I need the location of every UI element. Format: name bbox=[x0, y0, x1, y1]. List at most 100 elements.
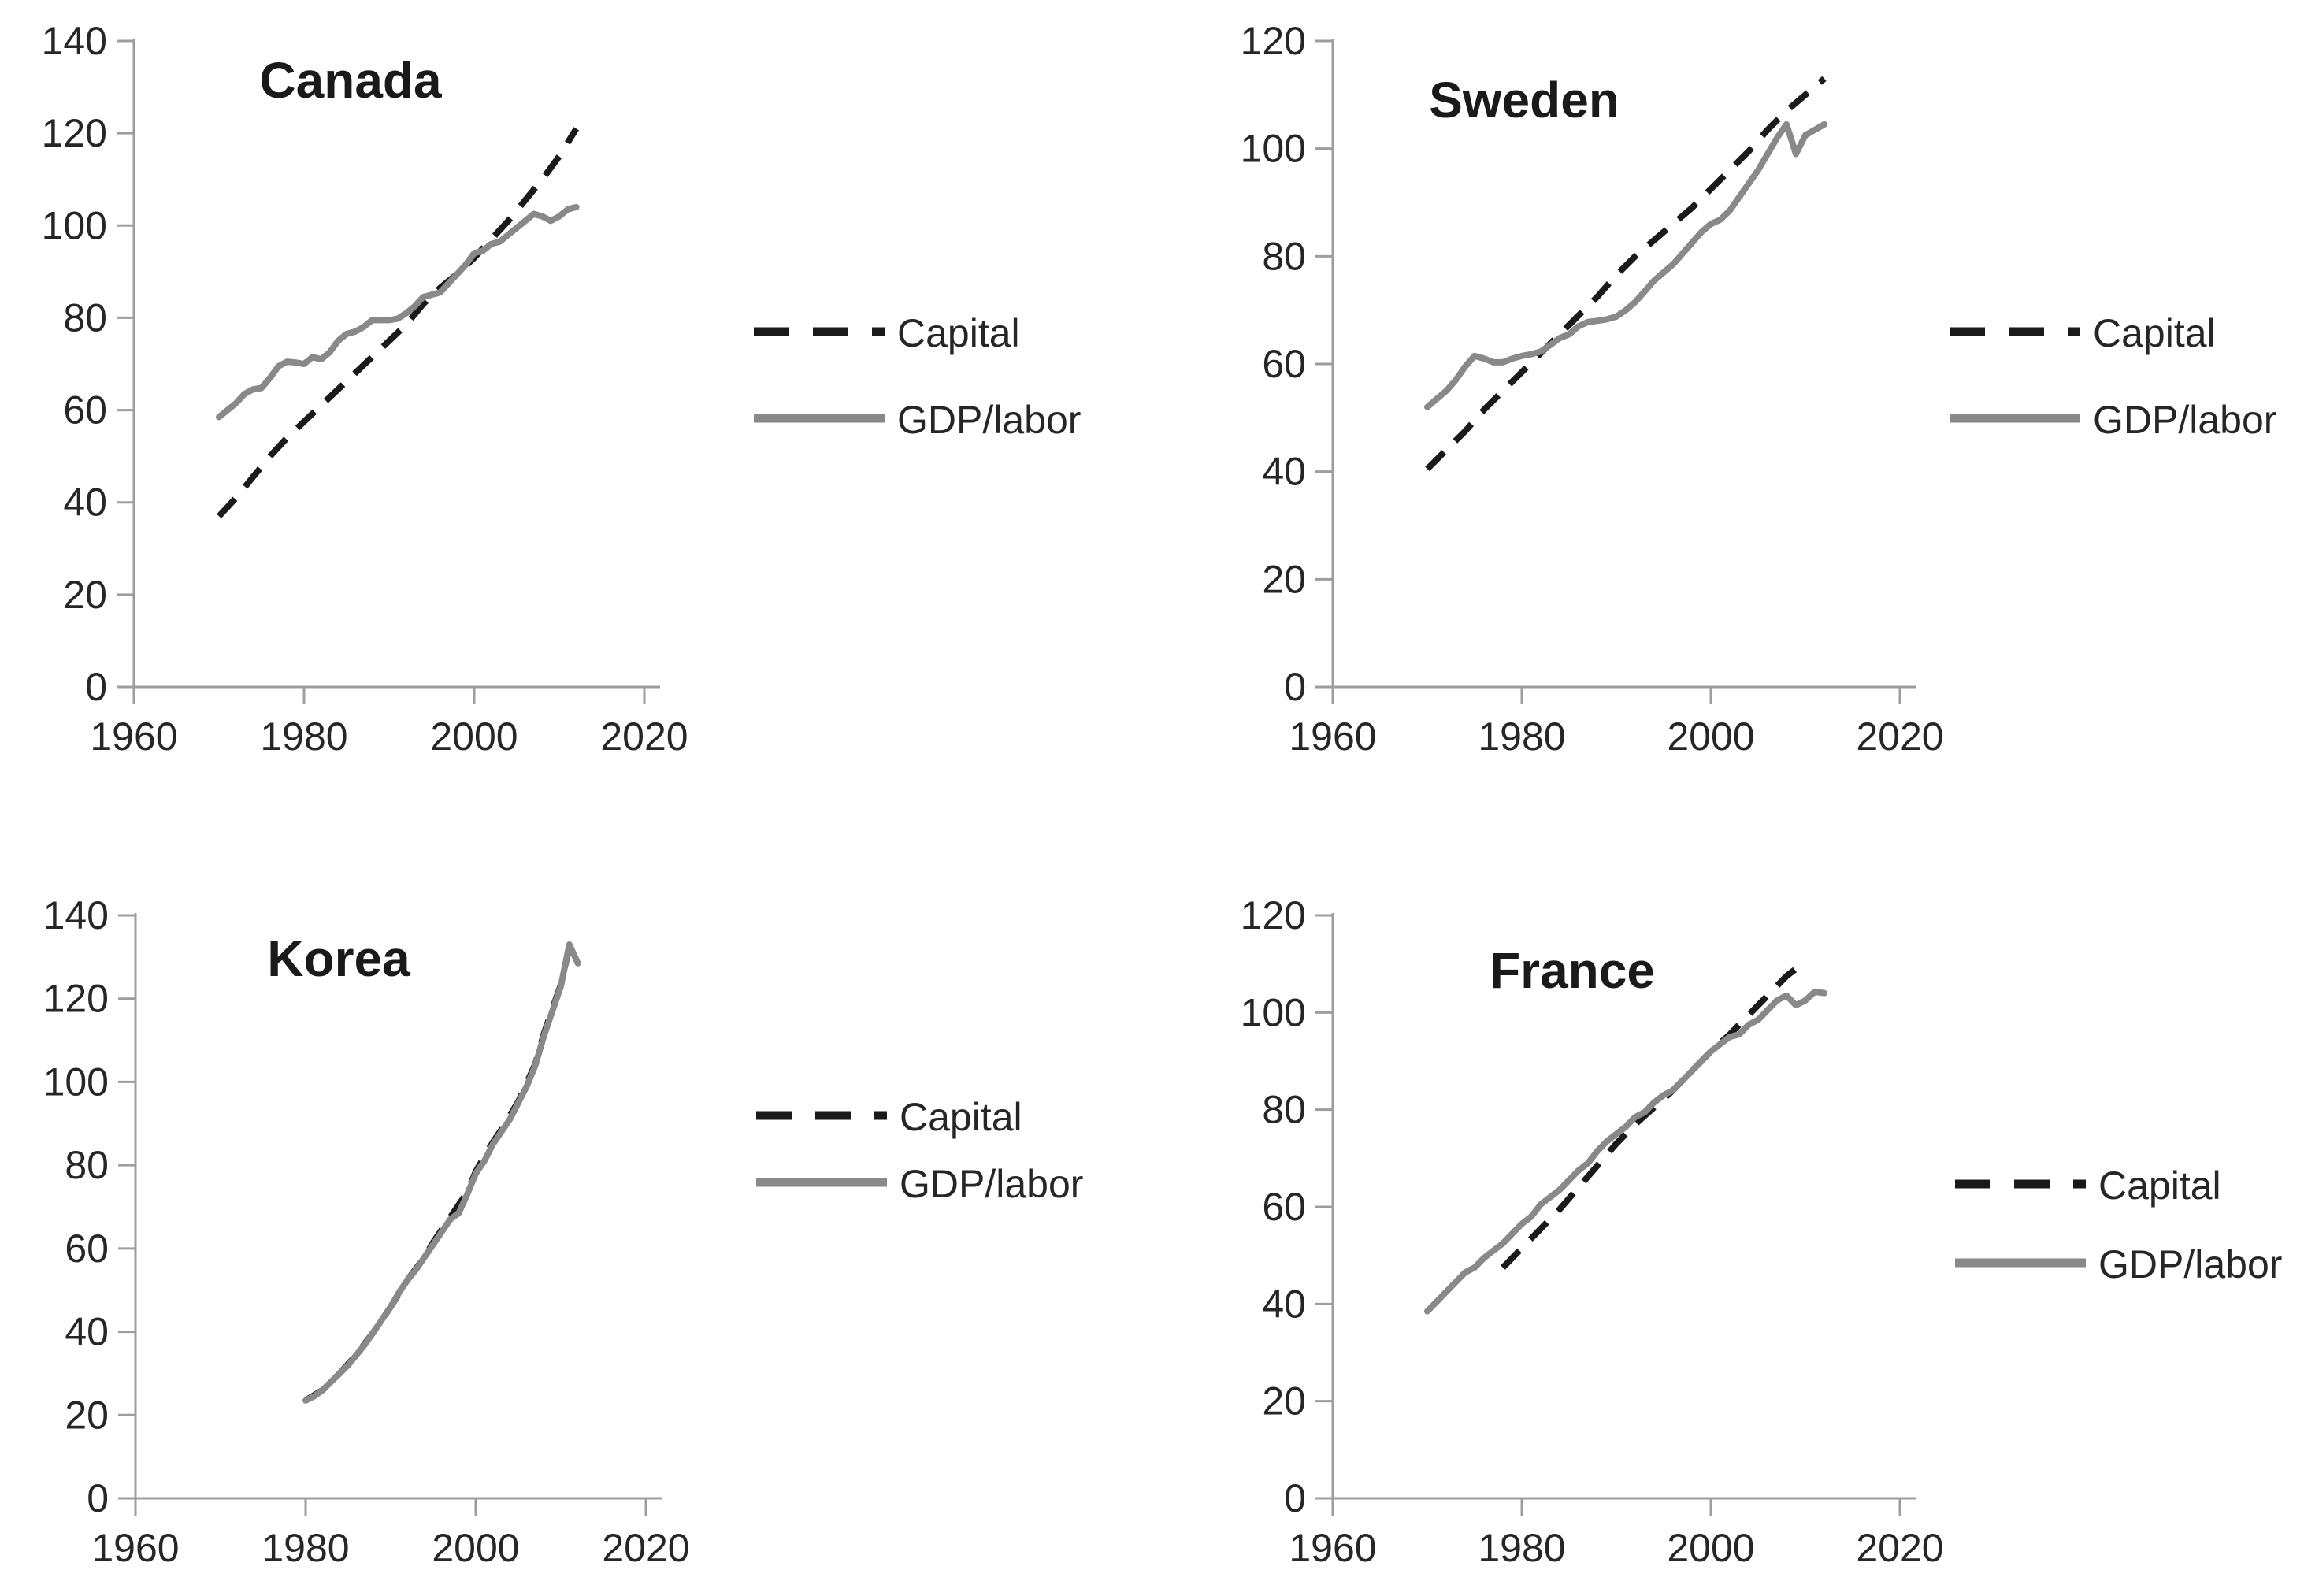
y-tick-label: 20 bbox=[63, 573, 107, 617]
sweden-legend-item-gdp-labor: GDP/labor bbox=[1948, 398, 2276, 442]
chart-panel-france: 0 20 40 60 80 100 120 1960 1980 2000 2020 France C… bbox=[1152, 796, 2304, 1592]
dashed-line-sample-icon bbox=[756, 1111, 887, 1119]
gdp-labor-series-line bbox=[1424, 988, 1827, 1315]
capital-dashed-line-icon bbox=[752, 322, 886, 345]
y-tick-label: 0 bbox=[85, 665, 107, 709]
solid-line-sample-icon bbox=[1955, 1258, 2086, 1267]
canada-legend-label-gdp-labor: GDP/labor bbox=[897, 398, 1082, 442]
x-tick-label: 2000 bbox=[1667, 714, 1754, 759]
y-tick-label: 120 bbox=[42, 111, 107, 155]
capital-dashed-line-icon bbox=[755, 1106, 889, 1129]
korea-legend-label-gdp-labor: GDP/labor bbox=[900, 1162, 1084, 1206]
capital-dashed-line-icon bbox=[1948, 322, 2082, 345]
y-tick-label: 80 bbox=[1262, 1088, 1306, 1132]
y-tick-label: 20 bbox=[1262, 557, 1306, 601]
gdp-solid-line-icon bbox=[752, 409, 886, 432]
solid-line-sample-icon bbox=[756, 1178, 887, 1186]
gdp-labor-series-line bbox=[1424, 121, 1827, 410]
x-tick-label: 1980 bbox=[1478, 714, 1565, 759]
y-tick-label: 80 bbox=[65, 1143, 109, 1187]
y-tick-label: 40 bbox=[65, 1310, 109, 1354]
sweden-legend-label-gdp-labor: GDP/labor bbox=[2093, 398, 2277, 442]
x-tick-label: 2000 bbox=[432, 1526, 519, 1570]
y-tick-label: 60 bbox=[65, 1227, 109, 1271]
france-chart-title: France bbox=[1490, 942, 1655, 999]
capital-series-line bbox=[1425, 76, 1827, 472]
france-legend-label-gdp-labor: GDP/labor bbox=[2098, 1242, 2283, 1286]
capital-series-line bbox=[217, 127, 580, 519]
korea-plot-area: 0 20 40 60 80 100 120 140 1960 1980 2000 2020 bbox=[0, 796, 1152, 1596]
capital-dashed-line-icon bbox=[1953, 1175, 2087, 1197]
y-tick-label: 60 bbox=[1262, 342, 1306, 386]
y-tick-label: 0 bbox=[1284, 665, 1306, 709]
x-tick-label: 1960 bbox=[91, 1526, 179, 1570]
y-tick-label: 60 bbox=[1262, 1185, 1306, 1229]
canada-plot-area: 0 20 40 60 80 100 120 140 1960 1980 2000 2020 bbox=[0, 0, 1152, 800]
y-tick-label: 100 bbox=[42, 203, 107, 247]
y-tick-label: 120 bbox=[1241, 893, 1306, 937]
korea-legend-item-gdp-labor: GDP/labor bbox=[755, 1162, 1083, 1206]
solid-line-sample-icon bbox=[754, 414, 885, 422]
chart-panel-canada: 0 20 40 60 80 100 120 140 1960 1980 2000 2020 Canad… bbox=[0, 0, 1152, 796]
france-chart-svg: 0 20 40 60 80 100 120 1960 1980 2000 2020 bbox=[1241, 893, 1944, 1570]
x-tick-label: 2000 bbox=[1667, 1526, 1754, 1570]
y-tick-label: 0 bbox=[87, 1476, 109, 1520]
korea-chart-title: Korea bbox=[267, 930, 410, 987]
x-tick-label: 1960 bbox=[1289, 714, 1376, 759]
x-tick-label: 1960 bbox=[1289, 1526, 1376, 1570]
x-tick-label: 1980 bbox=[1478, 1526, 1565, 1570]
gdp-solid-line-icon bbox=[1948, 409, 2082, 432]
canada-legend-item-capital: Capital bbox=[752, 311, 1020, 355]
y-tick-label: 100 bbox=[1241, 990, 1306, 1034]
x-tick-label: 1980 bbox=[260, 714, 347, 759]
y-tick-label: 40 bbox=[1262, 450, 1306, 494]
y-tick-label: 0 bbox=[1284, 1476, 1306, 1520]
sweden-chart-svg: 0 20 40 60 80 100 120 1960 1980 2000 2020 bbox=[1241, 19, 1944, 759]
solid-line-sample-icon bbox=[1950, 414, 2080, 422]
capital-series-line bbox=[303, 943, 581, 1404]
y-tick-label: 40 bbox=[1262, 1282, 1306, 1326]
x-tick-label: 2020 bbox=[600, 714, 688, 759]
y-tick-label: 120 bbox=[43, 977, 109, 1021]
france-legend-item-capital: Capital bbox=[1953, 1164, 2221, 1208]
chart-panel-sweden: 0 20 40 60 80 100 120 1960 1980 2000 2020 Sweden C… bbox=[1152, 0, 2304, 796]
y-tick-label: 140 bbox=[42, 19, 107, 63]
gdp-labor-series-line bbox=[302, 941, 581, 1404]
canada-chart-svg: 0 20 40 60 80 100 120 140 1960 1980 2000 2020 bbox=[42, 19, 688, 759]
gdp-labor-series-line bbox=[216, 203, 580, 421]
korea-legend-item-capital: Capital bbox=[755, 1095, 1022, 1139]
canada-legend-label-capital: Capital bbox=[897, 311, 1020, 355]
sweden-chart-title: Sweden bbox=[1429, 72, 1619, 128]
gdp-solid-line-icon bbox=[1953, 1253, 2087, 1276]
korea-chart-svg: 0 20 40 60 80 100 120 140 1960 1980 2000 2020 bbox=[43, 893, 690, 1570]
x-tick-label: 2020 bbox=[1856, 714, 1943, 759]
y-tick-label: 100 bbox=[1241, 127, 1306, 171]
gdp-solid-line-icon bbox=[755, 1173, 889, 1196]
y-tick-label: 100 bbox=[43, 1060, 109, 1104]
dashed-line-sample-icon bbox=[754, 327, 885, 336]
sweden-legend-item-capital: Capital bbox=[1948, 311, 2216, 355]
france-legend-item-gdp-labor: GDP/labor bbox=[1953, 1242, 2282, 1286]
x-tick-label: 2020 bbox=[1856, 1526, 1943, 1570]
y-tick-label: 80 bbox=[1262, 234, 1306, 278]
x-tick-label: 2000 bbox=[430, 714, 518, 759]
chart-panel-korea: 0 20 40 60 80 100 120 140 1960 1980 2000 2020 Korea… bbox=[0, 796, 1152, 1592]
dashed-line-sample-icon bbox=[1955, 1179, 2086, 1188]
canada-chart-title: Canada bbox=[259, 52, 442, 109]
korea-legend-label-capital: Capital bbox=[900, 1095, 1022, 1139]
y-tick-label: 20 bbox=[65, 1393, 109, 1437]
sweden-plot-area: 0 20 40 60 80 100 120 1960 1980 2000 2020 bbox=[1152, 0, 2304, 800]
y-tick-label: 60 bbox=[63, 388, 107, 432]
france-plot-area: 0 20 40 60 80 100 120 1960 1980 2000 2020 bbox=[1152, 796, 2304, 1596]
x-tick-label: 1980 bbox=[262, 1526, 349, 1570]
y-tick-label: 20 bbox=[1262, 1379, 1306, 1423]
x-tick-label: 1960 bbox=[90, 714, 177, 759]
dashed-line-sample-icon bbox=[1950, 327, 2080, 336]
capital-series-line bbox=[1501, 959, 1808, 1270]
sweden-legend-label-capital: Capital bbox=[2093, 311, 2216, 355]
y-tick-label: 40 bbox=[63, 481, 107, 525]
x-tick-label: 2020 bbox=[602, 1526, 689, 1570]
france-legend-label-capital: Capital bbox=[2098, 1164, 2221, 1208]
y-tick-label: 80 bbox=[63, 295, 107, 340]
